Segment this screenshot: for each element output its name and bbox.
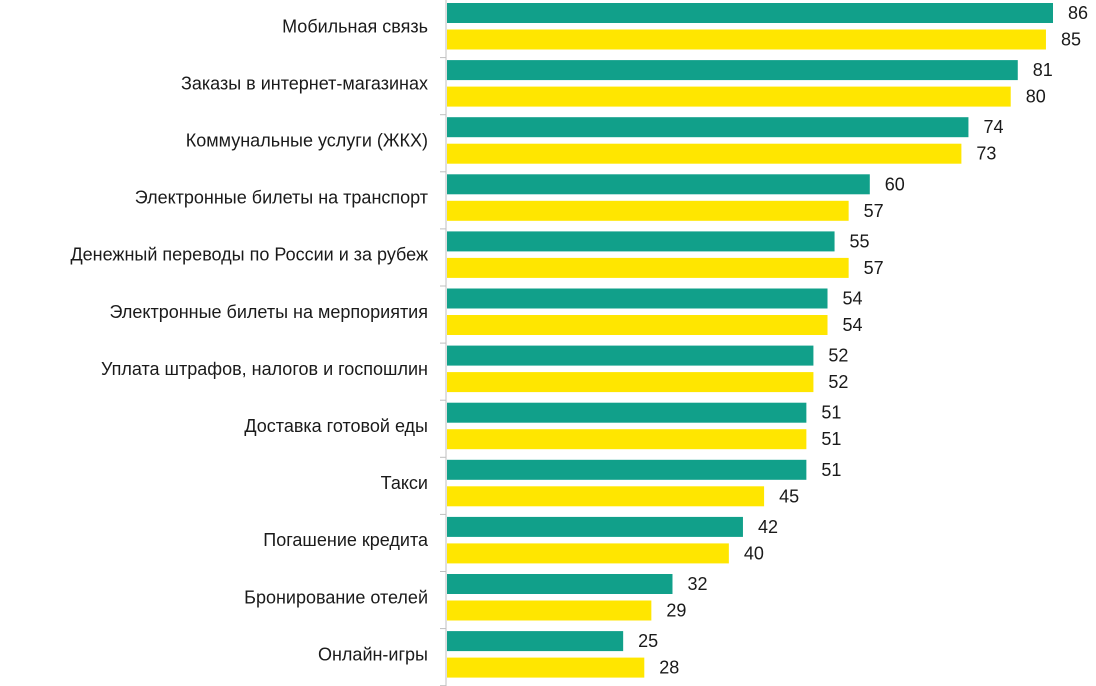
bar-series-1	[447, 516, 743, 537]
bar-series-2	[447, 257, 849, 278]
bar-series-1	[447, 174, 870, 195]
bar-series-2	[447, 543, 729, 564]
value-label: 85	[1061, 30, 1081, 50]
value-label: 32	[687, 574, 707, 594]
bar-series-2	[447, 143, 962, 164]
category-label: Такси	[381, 473, 428, 493]
value-label: 54	[843, 315, 863, 335]
bar-series-2	[447, 429, 807, 450]
category-label: Электронные билеты на транспорт	[135, 188, 428, 208]
value-label: 81	[1033, 60, 1053, 80]
bar-series-1	[447, 631, 624, 652]
bar-series-1	[447, 574, 673, 594]
value-label: 80	[1026, 87, 1046, 107]
value-label: 28	[659, 658, 679, 678]
bar-series-1	[447, 231, 835, 252]
value-label: 25	[638, 631, 658, 651]
bar-series-2	[447, 86, 1011, 107]
axis-layer	[440, 0, 447, 686]
category-label: Заказы в интернет-магазинах	[181, 73, 428, 93]
category-label: Мобильная связь	[282, 16, 428, 36]
bar-series-1	[447, 345, 814, 366]
category-label: Доставка готовой еды	[244, 416, 428, 436]
bar-series-2	[447, 200, 849, 221]
value-label: 51	[821, 403, 841, 423]
value-label: 52	[828, 372, 848, 392]
value-label: 52	[828, 346, 848, 366]
category-label: Погашение кредита	[263, 530, 429, 550]
category-label: Уплата штрафов, налогов и госпошлин	[101, 359, 428, 379]
bar-series-2	[447, 486, 765, 507]
value-label: 40	[744, 543, 764, 563]
bars-layer	[447, 3, 1053, 678]
bar-series-1	[447, 3, 1053, 23]
labels-layer: Мобильная связь 86 85 Заказы в интернет-маг…	[70, 3, 1088, 678]
value-label: 29	[666, 601, 686, 621]
bar-series-2	[447, 600, 652, 621]
value-label: 60	[885, 174, 905, 194]
value-label: 57	[864, 258, 884, 278]
value-label: 55	[850, 231, 870, 251]
value-label: 57	[864, 201, 884, 221]
bar-series-2	[447, 657, 645, 678]
value-label: 74	[983, 117, 1003, 137]
bar-series-1	[447, 60, 1018, 81]
category-label: Онлайн-игры	[318, 644, 428, 664]
bar-series-1	[447, 402, 807, 423]
category-label: Электронные билеты на мерпориятия	[110, 302, 428, 322]
category-label: Коммунальные услуги (ЖКХ)	[186, 130, 428, 150]
value-label: 54	[843, 289, 863, 309]
value-label: 45	[779, 486, 799, 506]
bar-series-1	[447, 117, 969, 138]
category-label: Бронирование отелей	[244, 587, 428, 607]
value-label: 86	[1068, 3, 1088, 23]
bar-series-2	[447, 315, 828, 335]
bar-series-1	[447, 459, 807, 480]
bar-series-1	[447, 288, 828, 309]
bar-series-2	[447, 29, 1046, 50]
value-label: 51	[821, 460, 841, 480]
value-label: 51	[821, 429, 841, 449]
category-label: Денежный переводы по России и за рубеж	[70, 245, 428, 265]
value-label: 73	[976, 144, 996, 164]
value-label: 42	[758, 517, 778, 537]
bar-series-2	[447, 372, 814, 393]
